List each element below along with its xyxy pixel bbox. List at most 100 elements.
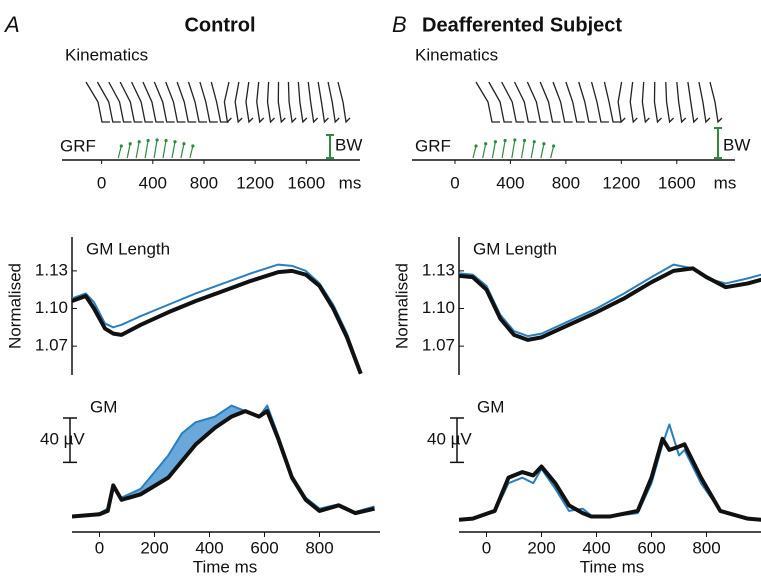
grf-arrow: [482, 143, 487, 159]
grf-arrow: [491, 141, 496, 159]
grf-arrow-head: [513, 138, 517, 142]
panel-title: Deafferented Subject: [422, 14, 622, 36]
grf-tick-label: 0: [450, 173, 459, 192]
grf-arrow-head: [503, 138, 507, 143]
y-axis-label: Normalised: [392, 263, 411, 349]
grf-arrow: [472, 145, 477, 159]
kinematic-stick: [475, 81, 500, 123]
grf-arrow-head: [137, 140, 141, 144]
kinematic-stick: [96, 81, 121, 123]
kinematic-stick: [187, 81, 208, 123]
grf-tick-label: 400: [139, 173, 167, 192]
kinematic-stick: [176, 81, 197, 123]
chart-title: GM: [477, 397, 504, 416]
grf-arrow: [162, 140, 167, 159]
kinematic-stick: [665, 81, 675, 124]
kinematic-stick: [130, 81, 154, 123]
grf-arrow-head: [552, 144, 556, 148]
grf-tick-label: 400: [496, 173, 524, 192]
x-tick-label: 0: [95, 538, 104, 557]
bw-label: BW: [723, 135, 750, 154]
grf-arrow-head: [119, 144, 123, 148]
emg-chart: GM 0 200 400 600 800 Time ms 40 µV: [427, 397, 761, 576]
grf-arrow: [117, 145, 122, 159]
kinematic-stick: [153, 81, 175, 123]
x-tick-label: 600: [250, 538, 278, 557]
series-line: [72, 268, 363, 375]
kinematic-stick: [539, 81, 561, 123]
x-tick-label: 200: [527, 538, 555, 557]
grf-tick-label: 0: [97, 173, 106, 192]
panel-letter: B: [392, 12, 407, 37]
grf-label: GRF: [415, 136, 451, 155]
kinematic-stick: [142, 81, 164, 123]
kinematic-stick: [629, 81, 638, 124]
grf-arrow: [520, 140, 526, 159]
x-tick-label: 200: [140, 538, 168, 557]
panel-letter: A: [3, 12, 20, 37]
scale-bar: [63, 417, 77, 464]
grf-arrow-head: [532, 140, 536, 144]
bw-label: BW: [335, 135, 362, 154]
kinematic-stick: [277, 81, 286, 124]
length-chart: GM Length 1.07 1.10 1.13 Normalised: [5, 237, 363, 375]
grf-arrow-head: [182, 142, 186, 146]
kinematic-stick: [245, 81, 254, 124]
kinematic-stick: [676, 81, 687, 124]
x-tick-label: 600: [637, 538, 665, 557]
grf-arrow: [501, 140, 506, 159]
grf-arrow-head: [146, 138, 150, 143]
scale-bar-label: 40 µV: [427, 430, 472, 449]
y-tick-label: 1.07: [422, 336, 455, 355]
kinematic-stick: [653, 81, 662, 124]
grf-arrow: [550, 145, 555, 159]
chart-title: GM Length: [473, 239, 557, 258]
scale-bar-label: 40 µV: [40, 430, 85, 449]
length-chart: GM Length 1.07 1.10 1.13 Normalised: [392, 237, 761, 375]
bw-scale: [326, 134, 334, 159]
y-tick-label: 1.07: [35, 336, 68, 355]
grf-arrow-head: [173, 140, 177, 144]
kinematic-stick: [307, 81, 319, 124]
chart-title: GM Length: [86, 239, 170, 258]
grf-tick-label: 800: [552, 173, 580, 192]
kinematic-stick: [565, 81, 585, 123]
grf-arrow-head: [128, 142, 132, 146]
kinematic-stick: [687, 81, 699, 124]
y-tick-label: 1.10: [35, 298, 68, 317]
grf-arrow-head: [484, 142, 488, 146]
kinematic-stick: [590, 81, 609, 123]
kinematic-stick: [641, 81, 650, 124]
grf-arrow: [144, 140, 149, 159]
x-tick-label: 400: [582, 538, 610, 557]
kinematic-stick: [199, 81, 218, 123]
x-tick-label: 800: [692, 538, 720, 557]
kinematic-stick: [617, 81, 626, 124]
kinematic-stick: [603, 81, 622, 123]
y-axis-label: Normalised: [5, 263, 24, 349]
grf-label: GRF: [60, 136, 96, 155]
grf-arrow: [511, 139, 516, 159]
grf-tick-label: 800: [190, 173, 218, 192]
grf-arrow: [126, 143, 131, 159]
series-line: [72, 409, 375, 519]
kinematic-stick: [698, 81, 711, 124]
kinematic-stick: [266, 81, 275, 124]
y-tick-label: 1.10: [422, 298, 455, 317]
kinematics-label: Kinematics: [415, 45, 498, 64]
grf-arrow-head: [191, 144, 195, 148]
kinematic-stick: [119, 81, 143, 123]
emg-chart: GM 0 200 400 600 800 Time ms 40 µV: [40, 397, 380, 576]
kinematic-stick: [234, 81, 243, 124]
x-tick-label: 400: [195, 538, 223, 557]
bw-scale: [714, 127, 722, 159]
kinematic-stick: [256, 81, 265, 124]
grf-arrow-head: [542, 142, 546, 146]
grf-arrow-head: [493, 140, 498, 144]
grf-arrow: [135, 141, 140, 159]
series-line: [459, 436, 761, 522]
grf-arrow-head: [474, 144, 478, 148]
kinematic-stick: [327, 81, 340, 124]
grf-tick-label: 1200: [236, 173, 274, 192]
